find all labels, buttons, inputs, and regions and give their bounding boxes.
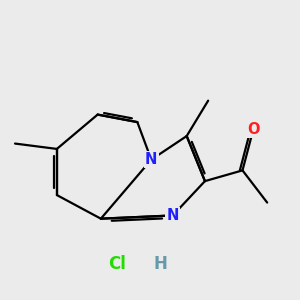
Text: H: H (154, 255, 168, 273)
Text: N: N (167, 208, 179, 223)
Text: O: O (247, 122, 260, 137)
Text: N: N (145, 152, 158, 167)
Text: Cl: Cl (108, 255, 126, 273)
